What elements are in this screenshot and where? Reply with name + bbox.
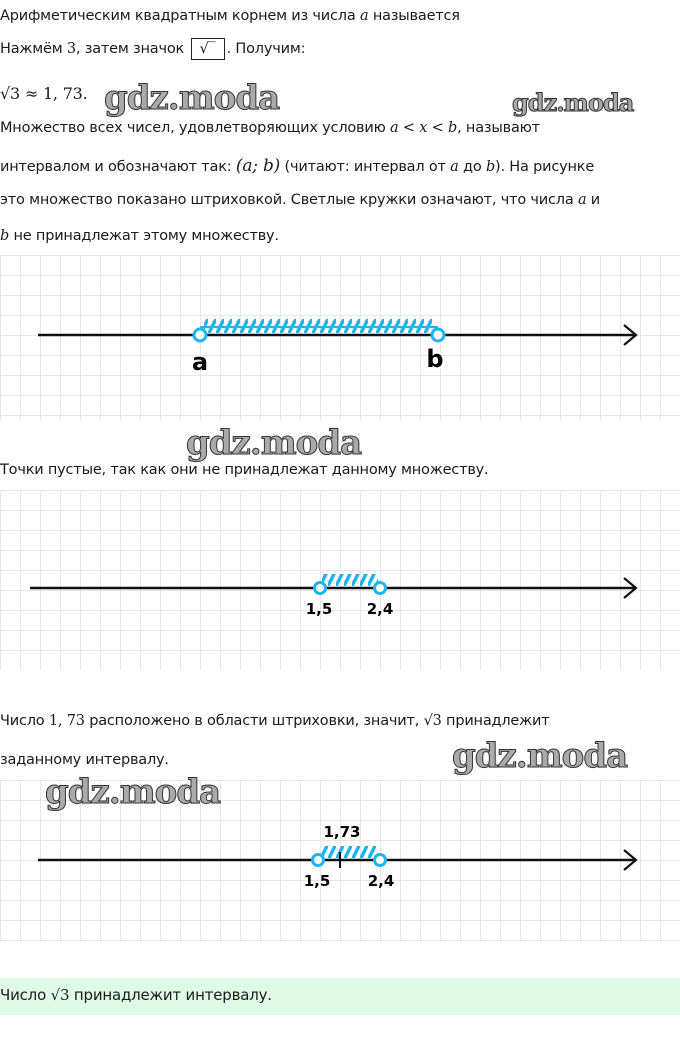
open-point-right: [373, 853, 387, 867]
hatched-interval: [322, 574, 378, 586]
open-point-b: [430, 327, 446, 343]
point-label-b: b: [426, 345, 443, 373]
statement: Точки пустые, так как они не принадлежат…: [0, 462, 489, 478]
number-line-figure-2: 1,5 2,4: [0, 490, 680, 670]
watermark: gdz.moda: [103, 78, 280, 119]
point-label-a: a: [192, 348, 208, 376]
paragraph-line: интервалом и обозначают так: (a; b) (чит…: [0, 156, 595, 176]
conclusion-line: заданному интервалу.: [0, 752, 169, 768]
paragraph-line: b не принадлежат этому множеству.: [0, 228, 279, 244]
instruction-line: Нажмём 3, затем значок √‾. Получим:: [0, 38, 305, 60]
point-label-right: 2,4: [368, 872, 395, 890]
result-line: √3 ≈ 1, 73.: [0, 84, 88, 103]
answer-text: Число √3 принадлежит интервалу.: [0, 986, 272, 1004]
answer-box: [0, 978, 680, 1015]
open-point-a: [192, 327, 208, 343]
point-label-left: 1,5: [306, 600, 333, 618]
axis-arrow-icon: [623, 849, 638, 871]
paragraph-line: это множество показано штриховкой. Светл…: [0, 192, 601, 208]
watermark: gdz.moda: [44, 772, 221, 813]
hatched-interval: [320, 846, 378, 858]
conclusion-line: Число 1, 73 расположено в области штрихо…: [0, 713, 550, 729]
point-label-left: 1,5: [304, 872, 331, 890]
axis-arrow-icon: [623, 577, 638, 599]
number-line-figure-3: 1,73 1,5 2,4: [0, 780, 680, 942]
watermark: gdz.moda: [451, 736, 628, 777]
axis-arrow-icon: [623, 324, 638, 346]
sqrt-key-icon: √‾: [190, 38, 225, 60]
point-label-right: 2,4: [367, 600, 394, 618]
number-line-figure-1: a b: [0, 255, 680, 420]
watermark: gdz.moda: [511, 88, 634, 118]
definition-line: Арифметическим квадратным корнем из числ…: [0, 8, 460, 24]
open-point-right: [373, 581, 387, 595]
open-point-left: [311, 853, 325, 867]
open-point-left: [313, 581, 327, 595]
watermark: gdz.moda: [185, 423, 362, 464]
point-label-1-73: 1,73: [323, 823, 360, 841]
paragraph-line: Множество всех чисел, удовлетворяющих ус…: [0, 120, 540, 136]
